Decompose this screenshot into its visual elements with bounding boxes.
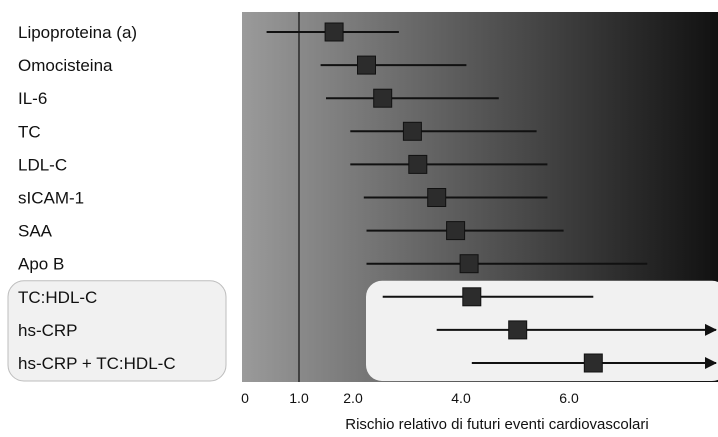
row-label: Lipoproteina (a) bbox=[18, 23, 137, 42]
row-label: sICAM-1 bbox=[18, 189, 84, 208]
point-estimate-marker bbox=[583, 353, 603, 373]
row-label: IL-6 bbox=[18, 89, 47, 108]
point-estimate-marker bbox=[462, 287, 482, 307]
point-estimate-marker bbox=[402, 121, 422, 141]
row-label: hs-CRP + TC:HDL-C bbox=[18, 354, 176, 373]
point-estimate-marker bbox=[427, 188, 447, 207]
row-label: LDL-C bbox=[18, 155, 67, 174]
point-estimate-marker bbox=[459, 254, 479, 274]
point-estimate-marker bbox=[373, 88, 393, 108]
row-label: Omocisteina bbox=[18, 56, 113, 75]
x-tick-label: 6.0 bbox=[559, 390, 579, 406]
row-label: TC bbox=[18, 122, 41, 141]
x-tick-label: 0 bbox=[241, 390, 249, 406]
row-label: Apo B bbox=[18, 255, 64, 274]
point-estimate-marker bbox=[357, 55, 376, 75]
x-tick-label: 1.0 bbox=[289, 390, 309, 406]
row-label: hs-CRP bbox=[18, 321, 78, 340]
row-label: TC:HDL-C bbox=[18, 288, 97, 307]
point-estimate-marker bbox=[408, 154, 428, 174]
row-label: SAA bbox=[18, 222, 53, 241]
highlight-box-labels bbox=[7, 280, 227, 382]
point-estimate-marker bbox=[324, 22, 344, 42]
ci-arrow bbox=[705, 323, 717, 336]
ci-arrow bbox=[705, 357, 717, 369]
x-tick-label: 2.0 bbox=[343, 390, 363, 406]
point-estimate-marker bbox=[508, 320, 528, 340]
x-axis-label: Rischio relativo di futuri eventi cardio… bbox=[345, 416, 648, 433]
point-estimate-marker bbox=[446, 221, 466, 241]
x-tick-label: 4.0 bbox=[451, 390, 471, 406]
